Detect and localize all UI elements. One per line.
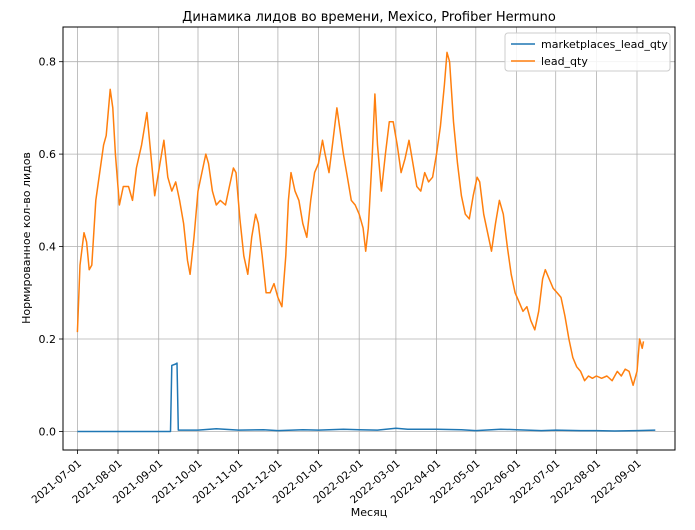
- legend-label-lead-qty: lead_qty: [541, 55, 588, 68]
- plot-frame: [62, 26, 676, 451]
- legend: marketplaces_lead_qty lead_qty: [504, 32, 671, 72]
- series-line-marketplaces-lead-qty: [77, 362, 656, 433]
- y-tick-label: 0.8: [39, 56, 57, 69]
- legend-box: [504, 32, 671, 72]
- y-tick-label: 0.0: [39, 426, 57, 439]
- chart-title: Динамика лидов во времени, Mexico, Profi…: [182, 10, 556, 25]
- series-line-lead-qty: [76, 51, 645, 387]
- y-tick-label: 0.4: [39, 241, 57, 254]
- y-axis-label: Нормированное кол-во лидов: [20, 152, 33, 324]
- grid-lines: [63, 27, 675, 450]
- y-axis-ticks: 0.0 0.2 0.4 0.6 0.8: [39, 56, 63, 439]
- series-lines: [76, 51, 656, 433]
- y-tick-label: 0.2: [39, 333, 57, 346]
- y-tick-label: 0.6: [39, 148, 57, 161]
- legend-label-marketplaces: marketplaces_lead_qty: [541, 38, 668, 51]
- x-axis-label: Месяц: [351, 506, 387, 519]
